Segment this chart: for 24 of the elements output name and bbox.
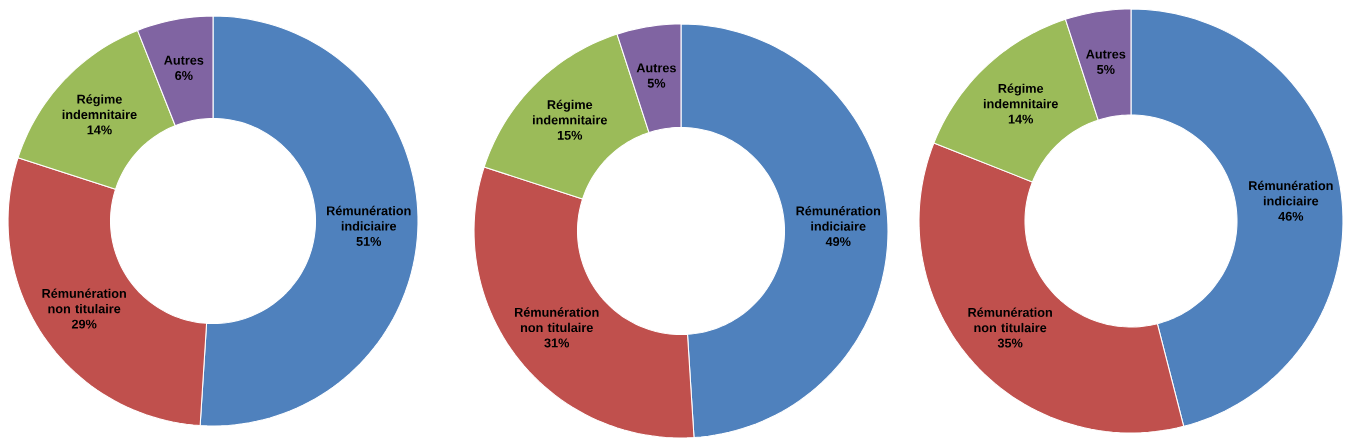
slice-label: Autres — [1086, 49, 1126, 59]
slice-label: Régime indemnitaire — [62, 94, 137, 120]
slice-label: Autres — [636, 63, 676, 73]
data-label: 31% — [544, 338, 570, 348]
slice-label: Rémunération indiciaire — [327, 205, 411, 231]
slice-label: Rémunération indiciaire — [796, 206, 881, 231]
data-label: 5% — [647, 78, 666, 88]
data-label: 29% — [71, 319, 97, 329]
data-label: 51% — [356, 236, 382, 246]
data-label: 14% — [1008, 114, 1034, 124]
data-label: 14% — [87, 125, 112, 135]
slice-label: Rémunération non titulaire — [968, 307, 1052, 333]
data-label: 35% — [997, 338, 1023, 348]
slice-label: Rémunération indiciaire — [1249, 180, 1333, 206]
data-label: 6% — [175, 71, 193, 81]
data-label: 15% — [557, 130, 583, 140]
data-label: 46% — [1278, 211, 1304, 221]
slice-label: Régime indemnitaire — [532, 99, 607, 125]
data-label: 49% — [825, 237, 851, 247]
slice-label: Autres — [164, 55, 204, 65]
slice-label: Rémunération non titulaire — [42, 288, 126, 314]
slice-label: Régime indemnitaire — [983, 83, 1058, 109]
slice-label: Rémunération non titulaire — [514, 307, 599, 333]
data-label: 5% — [1097, 65, 1115, 74]
